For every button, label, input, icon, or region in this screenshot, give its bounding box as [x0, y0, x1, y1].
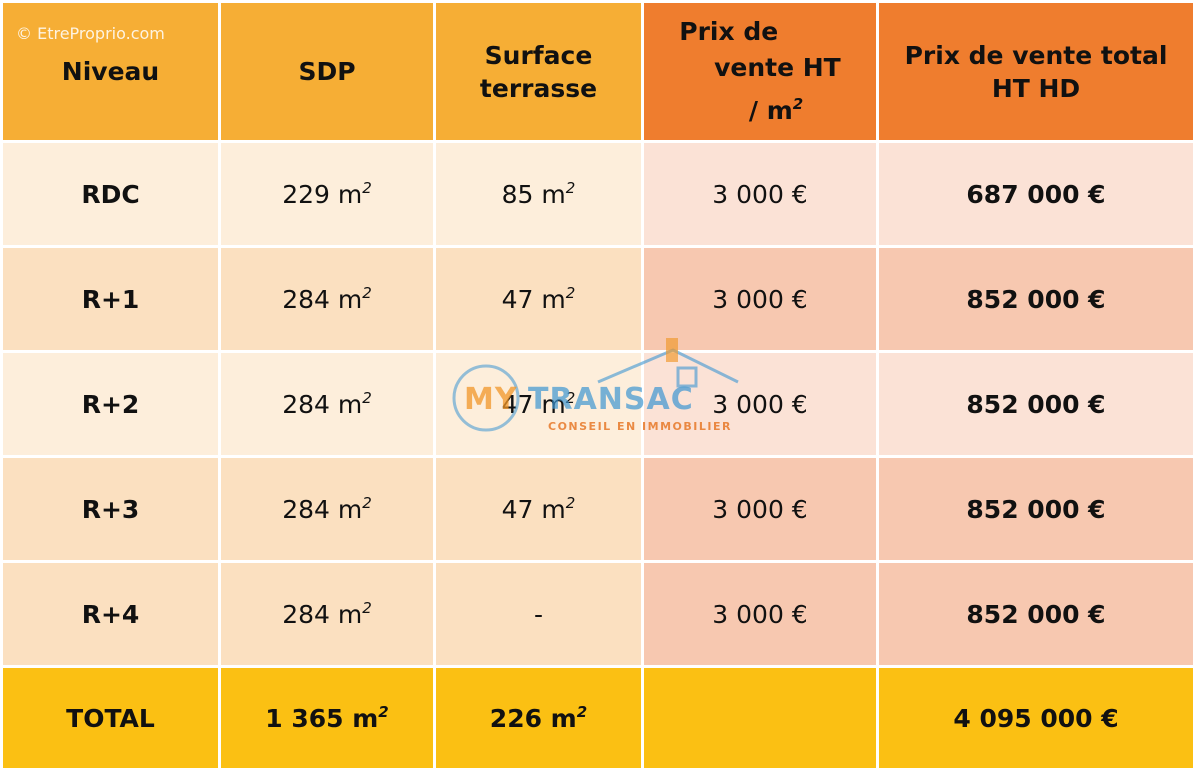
cell-niveau: R+2 [3, 353, 218, 455]
total-sdp: 1 365 m2 [221, 668, 433, 768]
total-prix-m2 [644, 668, 876, 768]
total-prix-total: 4 095 000 € [879, 668, 1193, 768]
cell-prix-total: 852 000 € [879, 353, 1193, 455]
cell-prix-m2: 3 000 € [644, 353, 876, 455]
header-prix-vente-total: Prix de vente total HT HD [879, 3, 1193, 140]
cell-terrasse: - [436, 563, 641, 665]
cell-terrasse: 47 m2 [436, 458, 641, 560]
cell-niveau: RDC [3, 143, 218, 245]
cell-terrasse: 47 m2 [436, 248, 641, 350]
cell-terrasse: 47 m2 [436, 353, 641, 455]
cell-sdp: 284 m2 [221, 248, 433, 350]
table-row: R+4 284 m2 - 3 000 € 852 000 € [3, 563, 1193, 665]
cell-prix-total: 852 000 € [879, 458, 1193, 560]
table-row: R+3 284 m2 47 m2 3 000 € 852 000 € [3, 458, 1193, 560]
cell-prix-m2: 3 000 € [644, 248, 876, 350]
header-sdp: SDP [221, 3, 433, 140]
cell-niveau: R+3 [3, 458, 218, 560]
cell-terrasse: 85 m2 [436, 143, 641, 245]
cell-prix-total: 852 000 € [879, 248, 1193, 350]
header-row: Niveau SDP Surface terrasse Prix de vente… [3, 3, 1193, 140]
cell-prix-m2: 3 000 € [644, 458, 876, 560]
cell-sdp: 229 m2 [221, 143, 433, 245]
header-niveau: Niveau [3, 3, 218, 140]
table-row: R+2 284 m2 47 m2 3 000 € 852 000 € [3, 353, 1193, 455]
cell-sdp: 284 m2 [221, 458, 433, 560]
table-row: RDC 229 m2 85 m2 3 000 € 687 000 € [3, 143, 1193, 245]
cell-prix-m2: 3 000 € [644, 143, 876, 245]
cell-prix-total: 687 000 € [879, 143, 1193, 245]
total-label: TOTAL [3, 668, 218, 768]
watermark-text: © EtreProprio.com [16, 24, 165, 43]
total-terrasse: 226 m2 [436, 668, 641, 768]
total-row: TOTAL 1 365 m2 226 m2 4 095 000 € [3, 668, 1193, 768]
cell-prix-total: 852 000 € [879, 563, 1193, 665]
cell-prix-m2: 3 000 € [644, 563, 876, 665]
cell-sdp: 284 m2 [221, 563, 433, 665]
table-row: R+1 284 m2 47 m2 3 000 € 852 000 € [3, 248, 1193, 350]
cell-niveau: R+4 [3, 563, 218, 665]
cell-sdp: 284 m2 [221, 353, 433, 455]
header-prix-vente-m2: Prix de vente HT / m2 [644, 3, 876, 140]
cell-niveau: R+1 [3, 248, 218, 350]
header-surface-terrasse: Surface terrasse [436, 3, 641, 140]
